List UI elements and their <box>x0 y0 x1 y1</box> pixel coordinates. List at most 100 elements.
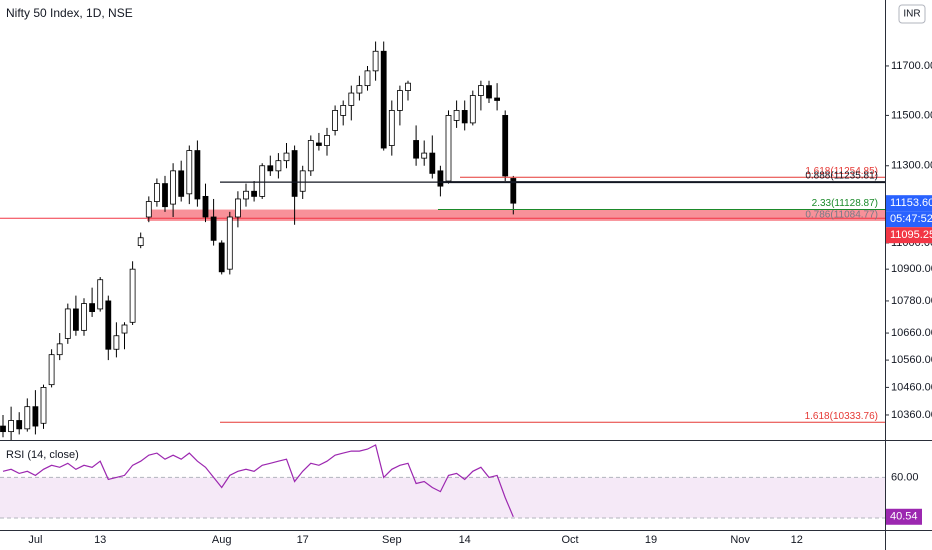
candle-body <box>73 308 79 331</box>
rsi-tick-label: 60.00 <box>891 471 919 483</box>
countdown: 05:47:52 <box>890 213 932 225</box>
candle-body <box>405 82 411 91</box>
y-tick-label: 10900.00 <box>891 263 932 275</box>
level-label: 0.888(11235.81) <box>805 171 878 182</box>
price-label-box <box>886 195 932 212</box>
candle-body <box>340 105 347 116</box>
candle-body <box>445 115 452 182</box>
countdown-box <box>886 211 932 228</box>
candle-body <box>194 150 201 200</box>
level-label: 1.618(10333.76) <box>805 411 878 422</box>
plot: 11700.0011500.0011300.0011000.0010900.00… <box>0 41 932 546</box>
y-tick-label: 10360.00 <box>891 409 932 421</box>
price-label: 11095.25 <box>890 229 932 241</box>
candle-body <box>234 198 241 218</box>
candle-body <box>421 152 428 159</box>
candle-body <box>178 170 185 197</box>
rsi-title: RSI (14, close) <box>6 449 79 461</box>
candle-body <box>226 216 233 270</box>
candle-body <box>291 150 298 197</box>
x-tick-label: 13 <box>94 534 106 546</box>
level-label: 0.786(11084.77) <box>805 210 878 221</box>
x-tick-label: 17 <box>297 534 309 546</box>
y-tick-label: 11500.00 <box>891 109 932 121</box>
zone <box>147 209 885 221</box>
level-label: 1.618(11254.85) <box>805 166 878 177</box>
candle-body <box>153 183 160 202</box>
candle-body <box>32 406 39 427</box>
x-tick-label: 19 <box>645 534 657 546</box>
candle-body <box>429 152 436 174</box>
candle-body <box>486 85 492 99</box>
candle-body <box>48 354 55 386</box>
candle-body <box>372 50 379 72</box>
candle-body <box>494 97 501 101</box>
candle-body <box>251 190 258 197</box>
rsi-line <box>2 444 514 518</box>
candle-body <box>0 425 6 433</box>
candle-body <box>413 140 420 159</box>
candle-body <box>510 178 517 204</box>
candle-body <box>145 201 152 218</box>
candle-body <box>170 170 177 205</box>
candle-body <box>437 170 444 187</box>
price-label-box <box>886 227 932 244</box>
x-tick-label: Aug <box>212 534 232 546</box>
candle-body <box>24 406 31 430</box>
rsi-last-box <box>886 508 922 525</box>
rsi-last-label: 40.54 <box>890 511 918 523</box>
candle-body <box>364 70 371 87</box>
candle-body <box>267 165 274 172</box>
y-tick-label: 10560.00 <box>891 354 932 366</box>
candle-body <box>396 90 403 111</box>
candle-body <box>477 85 484 96</box>
candle-body <box>186 150 193 195</box>
y-tick-label: 11700.00 <box>891 60 932 72</box>
candle-body <box>121 324 128 334</box>
candle-body <box>16 420 23 430</box>
candle-body <box>380 50 387 149</box>
candle-body <box>388 110 395 146</box>
candle-body <box>129 268 136 323</box>
currency[interactable]: INR <box>903 9 920 20</box>
candle-body <box>218 242 225 273</box>
level-label: 2.33(11128.87) <box>812 198 878 209</box>
rsi-band <box>0 477 885 518</box>
candle-body <box>137 237 144 246</box>
x-tick-label: Nov <box>730 534 750 546</box>
y-tick-label: 11300.00 <box>891 160 932 172</box>
candle-body <box>243 190 249 200</box>
candle-body <box>283 152 290 162</box>
candle-body <box>502 115 509 177</box>
x-tick-label: Sep <box>382 534 402 546</box>
price-label: 11153.60 <box>890 197 932 209</box>
candle-body <box>89 303 95 313</box>
candle-body <box>356 85 363 94</box>
y-tick-label: 10660.00 <box>891 327 932 339</box>
candle-body <box>275 160 282 172</box>
candle-body <box>348 92 355 106</box>
candle-body <box>324 135 330 146</box>
candle-body <box>64 308 71 339</box>
currency-badge[interactable] <box>898 4 926 24</box>
x-tick-label: Oct <box>561 534 578 546</box>
x-tick-label: 14 <box>459 534 471 546</box>
x-tick-label: Jul <box>28 534 42 546</box>
y-tick-label: 10780.00 <box>891 295 932 307</box>
x-tick-label: 12 <box>791 534 803 546</box>
y-tick-label: 10460.00 <box>891 381 932 393</box>
candle-body <box>56 343 63 356</box>
candle-body <box>8 420 15 433</box>
candle-body <box>307 140 314 172</box>
candle-body <box>81 303 87 331</box>
candle-body <box>453 110 460 121</box>
candle-body <box>461 110 468 124</box>
candle-body <box>105 300 112 350</box>
candle-body <box>97 279 104 310</box>
candle-body <box>315 142 322 146</box>
candle-body <box>162 183 168 208</box>
candle-body <box>210 216 217 241</box>
candle-body <box>299 170 306 192</box>
